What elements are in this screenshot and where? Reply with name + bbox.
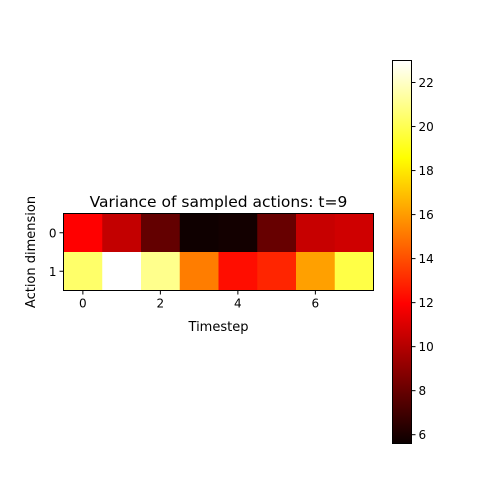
- heatmap-cell: [102, 252, 142, 291]
- heatmap-cell: [296, 213, 336, 253]
- heatmap-cell: [102, 213, 142, 253]
- colorbar-tick-label: 12: [419, 296, 434, 310]
- y-axis-ticks: 01: [49, 226, 64, 279]
- colorbar: [392, 60, 412, 444]
- colorbar-tick-label: 18: [419, 164, 434, 178]
- x-axis-ticks: 0 2 4 6: [79, 290, 320, 311]
- colorbar-tick-label: 22: [419, 76, 434, 90]
- chart-title: Variance of sampled actions: t=9: [90, 193, 348, 211]
- colorbar-tick-label: 20: [419, 120, 434, 134]
- heatmap-cells: [63, 213, 374, 291]
- x-axis-label: Timestep: [188, 320, 249, 335]
- x-tick-label: 4: [234, 297, 242, 311]
- y-axis-label: Action dimension: [24, 196, 39, 308]
- colorbar-tick-label: 10: [419, 340, 434, 354]
- x-tick-label: 2: [157, 297, 165, 311]
- y-tick-label: 1: [49, 265, 57, 279]
- colorbar-ticks: 6 8 10 12 14 16 18 20 22: [411, 76, 434, 442]
- heatmap-cell: [141, 213, 181, 253]
- heatmap-cell: [334, 252, 374, 291]
- heatmap-cell: [179, 213, 219, 253]
- colorbar-tick-label: 16: [419, 208, 434, 222]
- heatmap-cell: [257, 252, 297, 291]
- x-tick-label: 0: [79, 297, 87, 311]
- heatmap-cell: [257, 213, 297, 253]
- heatmap-cell: [63, 213, 103, 253]
- heatmap-frame: [63, 213, 374, 291]
- colorbar-tick-label: 6: [419, 428, 427, 442]
- heatmap-cell: [63, 252, 103, 291]
- y-tick-label: 0: [49, 226, 57, 240]
- heatmap-cell: [218, 213, 258, 253]
- x-tick-label: 6: [312, 297, 320, 311]
- colorbar-tick-label: 8: [419, 384, 427, 398]
- heatmap-cell: [179, 252, 219, 291]
- heatmap-cell: [218, 252, 258, 291]
- heatmap-cell: [334, 213, 374, 253]
- colorbar-tick-label: 14: [419, 252, 434, 266]
- heatmap-cell: [296, 252, 336, 291]
- heatmap-cell: [141, 252, 181, 291]
